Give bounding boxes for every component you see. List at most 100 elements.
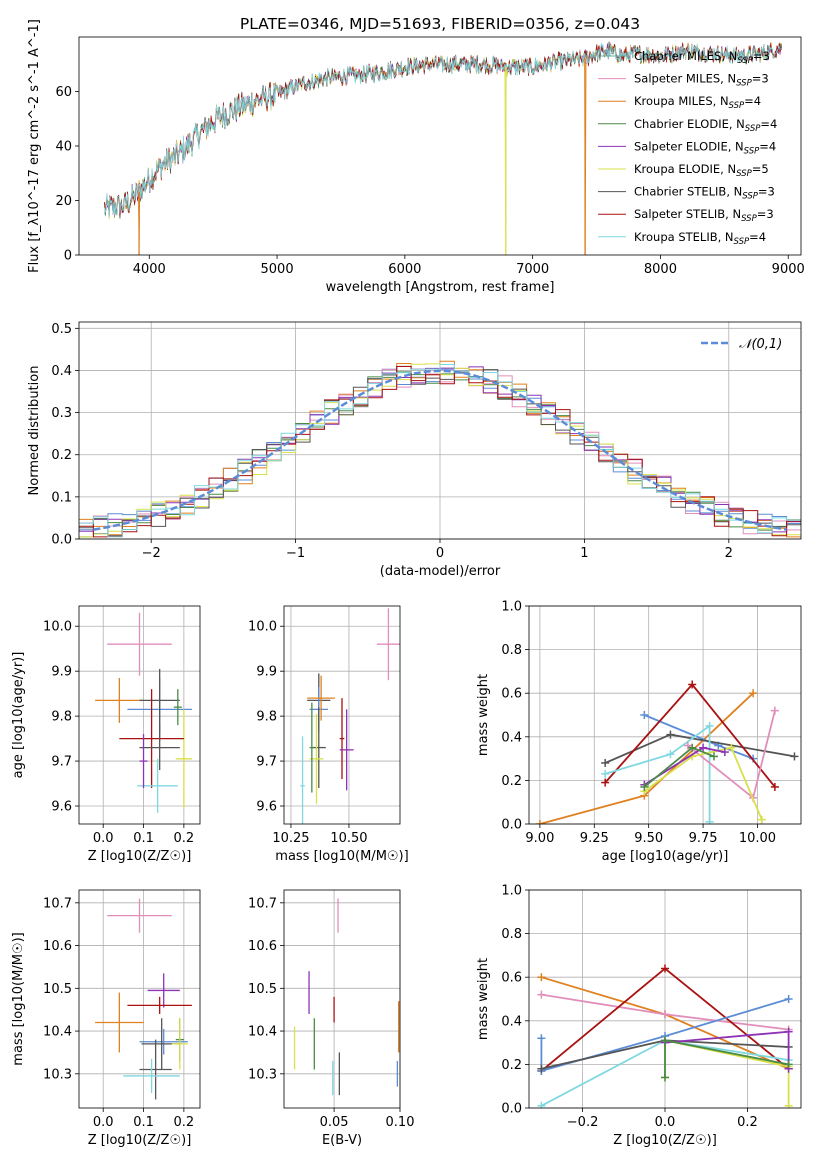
y-tick-label: 0.2 xyxy=(501,774,522,789)
x-tick-label: 8000 xyxy=(644,262,677,277)
y-tick-label: 40 xyxy=(55,140,72,155)
plot-area-mass_vs_Z xyxy=(95,898,192,1100)
legend-label: Kroupa MILES, NSSP=4 xyxy=(634,94,761,111)
y-tick-label: 9.9 xyxy=(256,665,277,680)
axes-mass_vs_ebv: 0.05 0.10 10.3 10.4 10.5 10.6 10.7 E(B-V) xyxy=(248,889,415,1148)
y-tick-label: 10.4 xyxy=(248,1025,277,1040)
plus-marker xyxy=(535,820,544,824)
errorbar-point xyxy=(119,689,184,789)
y-tick-label: 10.3 xyxy=(248,1067,277,1082)
y-tick-label: 1.0 xyxy=(501,600,522,615)
axes-frame xyxy=(78,36,802,256)
errorbar-point xyxy=(171,1018,188,1070)
x-tick-label: −2 xyxy=(142,546,161,561)
errorbar-point xyxy=(307,675,336,721)
plus-marker xyxy=(666,730,675,739)
plus-marker xyxy=(661,1036,669,1045)
errorbar-point xyxy=(339,709,354,791)
y-tick-label: 10.0 xyxy=(43,620,72,635)
errorbar-point xyxy=(139,1028,188,1055)
y-tick-label: 0.8 xyxy=(501,927,522,942)
y-tick-label: 9.9 xyxy=(51,665,72,680)
errorbar-point xyxy=(339,698,345,780)
y-tick-label: 0.2 xyxy=(501,1058,522,1073)
y-tick-label: 9.7 xyxy=(51,755,72,770)
errorbar-point xyxy=(95,992,144,1053)
y-tick-label: 9.6 xyxy=(256,800,277,815)
y-tick-label: 9.7 xyxy=(256,755,277,770)
y-tick-label: 60 xyxy=(55,85,72,100)
y-tick-label: 0.0 xyxy=(501,818,522,833)
y-tick-label: 9.8 xyxy=(256,710,277,725)
y-tick-label: 0.6 xyxy=(501,687,522,702)
plot-area-age_vs_mass xyxy=(300,608,400,824)
plus-marker xyxy=(705,721,714,730)
legend-label: Chabrier ELODIE, NSSP=4 xyxy=(634,117,777,134)
x-tick-label: −1 xyxy=(286,546,305,561)
errorbar-point xyxy=(300,736,305,824)
y-tick-label: 0.2 xyxy=(51,448,72,463)
x-tick-label: 0.0 xyxy=(93,831,114,846)
y-tick-label: 0.3 xyxy=(51,406,72,421)
y-tick-label: 10.5 xyxy=(43,982,72,997)
plus-marker xyxy=(720,748,729,757)
y-tick-label: 10.0 xyxy=(248,620,277,635)
plot-area-massweight_vs_age xyxy=(535,680,799,824)
y-tick-label: 1.0 xyxy=(501,884,522,899)
y-tick-label: 0.4 xyxy=(51,364,72,379)
errorbar-point xyxy=(139,1039,172,1100)
x-axis-label: (data-model)/error xyxy=(380,564,501,579)
axes-frame xyxy=(528,605,802,825)
errorbar-point xyxy=(123,1058,180,1094)
x-tick-label: 9.25 xyxy=(580,831,609,846)
y-axis-label: Normed distribution xyxy=(27,366,42,496)
y-tick-label: 10.6 xyxy=(43,939,72,954)
errorbar-point xyxy=(309,702,315,793)
y-axis-label: Flux [f_λ10^-17 erg cm^-2 s^-1 A^-1] xyxy=(27,19,42,273)
y-tick-label: 0.4 xyxy=(501,1014,522,1029)
plus-marker xyxy=(661,1010,669,1019)
plus-marker xyxy=(601,758,610,767)
x-tick-label: 9000 xyxy=(772,262,805,277)
y-axis-label: age [log10(age/yr)] xyxy=(11,652,26,779)
axes-age_vs_mass: 10.25 10.50 9.6 9.7 9.8 9.9 10.0 mass [log10(M/… xyxy=(248,605,409,864)
errorbar-point xyxy=(139,734,148,789)
legend-label: Chabrier STELIB, NSSP=3 xyxy=(634,185,775,202)
x-tick-label: 0.2 xyxy=(737,1115,758,1130)
y-tick-label: 9.8 xyxy=(51,710,72,725)
y-tick-label: 0.0 xyxy=(501,1102,522,1117)
y-axis-label: mass weight xyxy=(476,674,491,756)
y-tick-label: 20 xyxy=(55,194,72,209)
plus-marker xyxy=(688,680,697,689)
x-tick-label: 4000 xyxy=(133,262,166,277)
y-axis-label: mass [log10(M/M☉)] xyxy=(11,932,26,1065)
plus-marker xyxy=(661,964,669,973)
x-axis-label: Z [log10(Z/Z☉)] xyxy=(88,849,192,864)
x-tick-label: 0.0 xyxy=(655,1115,676,1130)
plus-marker xyxy=(601,769,610,778)
y-tick-label: 10.7 xyxy=(43,896,72,911)
legend: 𝒩(0,1) xyxy=(701,337,782,352)
y-tick-label: 0.8 xyxy=(501,643,522,658)
axes-mass_vs_Z: 0.0 0.1 0.2 10.3 10.4 10.5 10.6 10.7 Z [log10(Z/… xyxy=(11,889,201,1148)
plus-marker xyxy=(784,995,793,1003)
legend-label: 𝒩(0,1) xyxy=(739,337,782,352)
legend-label: Salpeter MILES, NSSP=3 xyxy=(634,72,769,89)
errorbar-point xyxy=(147,973,180,1008)
y-tick-label: 10.6 xyxy=(248,939,277,954)
y-tick-label: 10.4 xyxy=(43,1025,72,1040)
errorbar-point xyxy=(107,612,172,676)
axes-frame xyxy=(78,321,802,540)
y-tick-label: 10.7 xyxy=(248,896,277,911)
plus-marker xyxy=(601,778,610,787)
x-axis-label: E(B-V) xyxy=(322,1133,362,1148)
axes-frame xyxy=(528,889,802,1109)
y-tick-label: 0 xyxy=(64,249,72,264)
errorbar-point xyxy=(127,996,192,1014)
histogram-step xyxy=(79,364,801,538)
x-tick-label: 0.05 xyxy=(320,1115,349,1130)
axes-massweight_vs_Z: −0.2 0.0 0.2 0.0 0.2 0.4 0.6 0.8 1.0 Z [log10(Z/Z… xyxy=(476,884,802,1148)
plot-area-age_vs_Z xyxy=(95,612,192,813)
x-tick-label: 0.10 xyxy=(386,1115,415,1130)
